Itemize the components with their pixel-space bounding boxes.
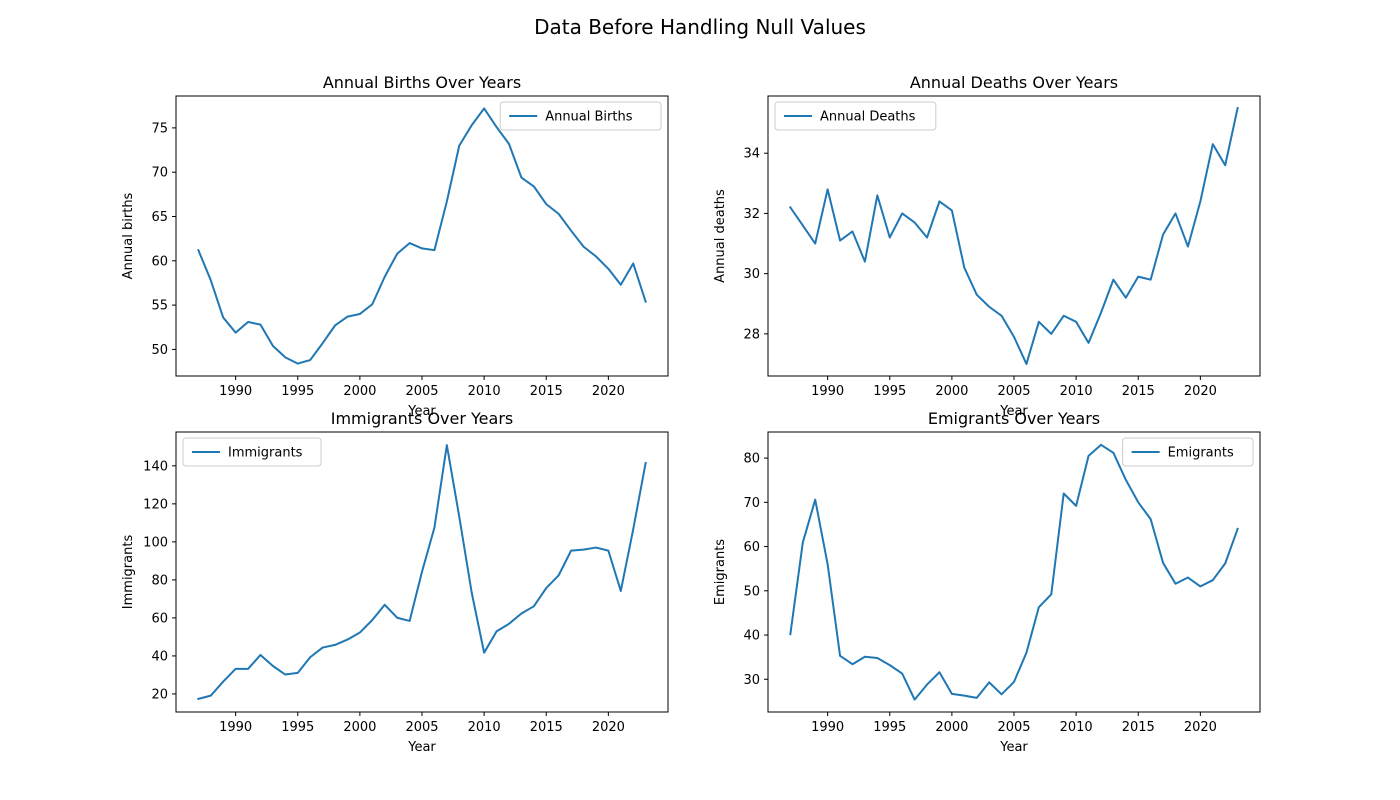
y-tick-label: 120: [143, 497, 168, 512]
x-axis-label: Year: [999, 404, 1028, 419]
legend: Annual Deaths: [774, 101, 937, 131]
y-tick-label: 100: [143, 535, 168, 550]
legend-label: Annual Births: [545, 110, 633, 125]
y-tick-label: 40: [743, 629, 760, 644]
x-tick-label: 2015: [1122, 384, 1155, 399]
legend-frame: [1122, 437, 1254, 467]
y-tick-label: 40: [151, 649, 168, 664]
y-tick-label: 30: [743, 267, 760, 282]
x-tick-label: 1990: [811, 720, 844, 735]
y-tick-label: 20: [151, 687, 168, 702]
x-tick-label: 2020: [592, 720, 625, 735]
subplot-title: Immigrants Over Years: [331, 409, 514, 428]
x-tick-label: 1990: [219, 720, 252, 735]
y-tick-label: 60: [151, 611, 168, 626]
figure-suptitle: Data Before Handling Null Values: [534, 15, 866, 39]
legend: Emigrants: [1122, 437, 1254, 467]
x-tick-label: 2005: [405, 720, 438, 735]
subplot-title: Annual Deaths Over Years: [910, 73, 1118, 92]
subplot-title: Annual Births Over Years: [323, 73, 521, 92]
legend-label: Immigrants: [228, 446, 303, 461]
y-tick-label: 65: [151, 210, 168, 225]
y-tick-label: 28: [743, 327, 760, 342]
x-tick-label: 2010: [468, 384, 501, 399]
legend-frame: [499, 101, 662, 131]
x-tick-label: 2000: [343, 384, 376, 399]
legend-frame: [182, 437, 322, 467]
x-tick-label: 2020: [1184, 720, 1217, 735]
x-axis-label: Year: [999, 740, 1028, 755]
series-line: [789, 443, 1239, 701]
axes-frame: [175, 95, 669, 377]
axes-frame: [767, 431, 1261, 713]
x-tick-label: 1990: [811, 384, 844, 399]
y-tick-label: 75: [151, 121, 168, 136]
x-tick-label: 2000: [935, 720, 968, 735]
axes-frame: [175, 431, 669, 713]
axes-frame: [767, 95, 1261, 377]
x-tick-label: 2010: [468, 720, 501, 735]
y-axis-label: Annual births: [121, 192, 136, 279]
subplot-1: Annual Births Over Years 1990 1995 2000 2005…: [121, 73, 669, 419]
x-tick-label: 2015: [530, 384, 563, 399]
y-tick-label: 50: [743, 584, 760, 599]
y-tick-label: 70: [743, 496, 760, 511]
y-axis-label: Annual deaths: [713, 189, 728, 283]
y-tick-label: 80: [151, 573, 168, 588]
series-line: [788, 106, 1239, 365]
x-tick-label: 2010: [1060, 384, 1093, 399]
y-axis-label: Immigrants: [121, 535, 136, 610]
subplot-2: Annual Deaths Over Years 1990 1995 2000 2005…: [713, 73, 1261, 419]
x-tick-label: 1995: [873, 384, 906, 399]
y-tick-label: 70: [151, 166, 168, 181]
x-tick-label: 2005: [405, 384, 438, 399]
x-axis-label: Year: [407, 740, 436, 755]
y-tick-label: 140: [143, 459, 168, 474]
legend: Annual Births: [499, 101, 662, 131]
subplot-title: Emigrants Over Years: [928, 409, 1100, 428]
legend: Immigrants: [182, 437, 322, 467]
x-tick-label: 2005: [997, 720, 1030, 735]
subplot-grid: Annual Births Over Years 1990 1995 2000 2005…: [121, 73, 1261, 755]
x-tick-label: 2020: [1184, 384, 1217, 399]
x-tick-label: 1990: [219, 384, 252, 399]
legend-label: Emigrants: [1168, 446, 1234, 461]
x-axis-label: Year: [407, 404, 436, 419]
x-tick-label: 1995: [873, 720, 906, 735]
x-tick-label: 2015: [530, 720, 563, 735]
series-line: [197, 107, 647, 365]
x-tick-label: 2015: [1122, 720, 1155, 735]
y-tick-label: 50: [151, 343, 168, 358]
y-tick-label: 30: [743, 673, 760, 688]
x-tick-label: 2020: [592, 384, 625, 399]
subplot-4: Emigrants Over Years 1990 1995 2000 2005 2010…: [713, 409, 1261, 755]
y-tick-label: 60: [743, 540, 760, 555]
x-tick-label: 2005: [997, 384, 1030, 399]
y-tick-label: 55: [151, 299, 168, 314]
y-axis-label: Emigrants: [713, 539, 728, 605]
legend-label: Annual Deaths: [820, 110, 916, 125]
x-tick-label: 2010: [1060, 720, 1093, 735]
y-tick-label: 32: [743, 207, 760, 222]
y-tick-label: 80: [743, 452, 760, 467]
x-tick-label: 2000: [935, 384, 968, 399]
x-tick-label: 1995: [281, 720, 314, 735]
x-tick-label: 1995: [281, 384, 314, 399]
legend-frame: [774, 101, 937, 131]
y-tick-label: 34: [743, 147, 760, 162]
y-tick-label: 60: [151, 254, 168, 269]
x-tick-label: 2000: [343, 720, 376, 735]
series-line: [197, 444, 647, 701]
